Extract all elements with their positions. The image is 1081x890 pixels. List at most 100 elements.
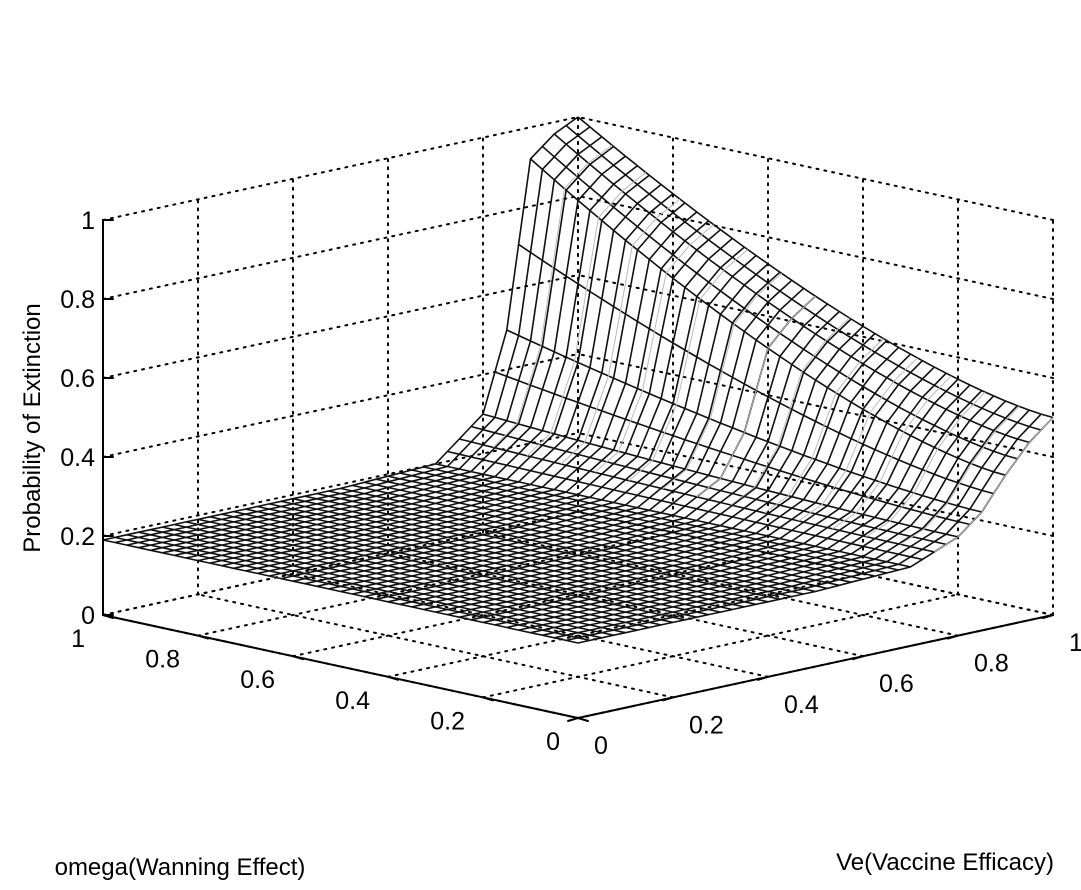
- grid-line: [292, 552, 769, 658]
- surface-ve-line: [577, 116, 1054, 419]
- surface-highlight-line: [832, 375, 952, 530]
- surface-ve-line: [328, 490, 804, 595]
- grid-line: [102, 432, 579, 537]
- surface-ve-line: [423, 466, 899, 571]
- surface-ve-line: [399, 472, 876, 577]
- surface-ve-line: [233, 510, 709, 616]
- surface-ve-line: [126, 534, 602, 639]
- surface-omega-line: [162, 165, 638, 554]
- x-axis-line: [577, 614, 1054, 719]
- surface-highlight-line: [764, 338, 884, 514]
- surface-highlight-line: [526, 172, 647, 457]
- x-tick-mark: [1042, 614, 1054, 619]
- z-tick-label: 0.2: [60, 523, 95, 551]
- surface-highlight-line: [560, 198, 681, 465]
- grid-line: [387, 552, 864, 658]
- surface-omega-line: [565, 413, 1042, 642]
- grid-line: [197, 593, 674, 699]
- surface-omega-line: [470, 372, 947, 621]
- surface-ve-line: [162, 526, 638, 631]
- grid-line: [577, 511, 1054, 616]
- y-tick-mark: [387, 675, 399, 681]
- grid-line: [292, 572, 769, 678]
- y-tick-mark: [577, 717, 589, 722]
- grid-line: [577, 353, 1054, 458]
- surface-ve-line: [447, 450, 923, 561]
- x-tick-mark: [947, 634, 959, 640]
- surface-highlight-line: [866, 391, 986, 538]
- x-tick-mark: [662, 696, 674, 702]
- surface-highlight-line: [492, 144, 613, 448]
- grid-line: [102, 274, 579, 379]
- x-axis-label: Ve(Vaccine Efficacy): [836, 849, 1054, 876]
- surface-ve-line: [138, 531, 614, 636]
- y-tick-label: 0.6: [240, 666, 275, 694]
- surface-omega-line: [292, 263, 769, 582]
- surface-omega-line: [328, 287, 805, 590]
- x-tick-label: 0.4: [784, 691, 819, 719]
- surface-ve-line: [269, 503, 745, 608]
- y-tick-mark: [292, 655, 304, 661]
- surface-omega-line: [102, 116, 579, 541]
- x-tick-label: 1: [1069, 629, 1081, 657]
- surface-ve-line: [435, 463, 911, 568]
- surface-highlight-line: [594, 224, 715, 473]
- y-tick-label: 1: [71, 625, 85, 653]
- surface-highlight-line: [934, 417, 1054, 553]
- y-tick-label: 0.8: [145, 646, 180, 674]
- surface-ve-line: [209, 516, 686, 621]
- surface-highlight-line: [730, 317, 850, 506]
- x-tick-label: 0.6: [879, 670, 914, 698]
- surface-ve-line: [387, 475, 864, 580]
- grid-line: [482, 593, 959, 699]
- grid-line: [102, 511, 579, 616]
- z-tick-label: 1: [81, 207, 95, 235]
- surface-ve-line: [494, 371, 971, 526]
- surface-ve-line: [114, 536, 591, 642]
- surface-ve-line: [280, 500, 757, 606]
- y-axis-label: omega(Wanning Effect): [55, 854, 306, 881]
- surface-ve-line: [197, 518, 674, 624]
- surface-ve-line: [316, 492, 792, 598]
- grid-line: [197, 531, 674, 637]
- y-tick-mark: [197, 634, 209, 640]
- x-tick-label: 0.2: [689, 711, 724, 739]
- grid-line: [577, 274, 1054, 379]
- z-axis-label: Probability of Extinction: [19, 303, 46, 552]
- z-tick-label: 0.8: [60, 286, 95, 314]
- y-tick-label: 0: [546, 728, 560, 756]
- surface-ve-line: [304, 495, 781, 600]
- surface-omega-line: [257, 237, 733, 575]
- grid-line: [387, 572, 864, 678]
- x-tick-label: 0.8: [974, 650, 1009, 678]
- surface-ve-line: [292, 497, 769, 603]
- grid-line: [102, 195, 579, 300]
- grid-line: [102, 116, 579, 221]
- axes: [102, 219, 1054, 722]
- tick-labels: 00.20.40.60.8100.20.40.60.8100.20.40.60.…: [60, 207, 1081, 760]
- z-tick-label: 0.6: [60, 365, 95, 393]
- grid-line: [577, 195, 1054, 300]
- y-axis-line: [102, 614, 579, 719]
- surface-ve-line: [174, 523, 650, 629]
- surface-highlight-line: [628, 249, 748, 481]
- surface-ve-line: [245, 508, 721, 613]
- surface-highlight-line: [900, 406, 1020, 545]
- surface-ve-line: [221, 513, 697, 618]
- surface-ve-line: [150, 528, 626, 634]
- surface-omega-line: [577, 416, 1054, 644]
- surface-ve-line: [375, 478, 852, 583]
- surface-highlight-line: [696, 295, 816, 498]
- x-tick-mark: [757, 675, 769, 681]
- z-tick-label: 0.4: [60, 444, 95, 472]
- grid-line: [102, 353, 579, 458]
- surface-highlight-line: [798, 357, 918, 522]
- x-tick-mark: [567, 717, 579, 722]
- surface-ve-line: [340, 487, 816, 593]
- surface-ve-line: [257, 505, 733, 611]
- grid-line: [577, 116, 1054, 221]
- grid-line: [577, 432, 1054, 537]
- surface-omega-line: [185, 183, 662, 559]
- x-tick-mark: [852, 655, 864, 661]
